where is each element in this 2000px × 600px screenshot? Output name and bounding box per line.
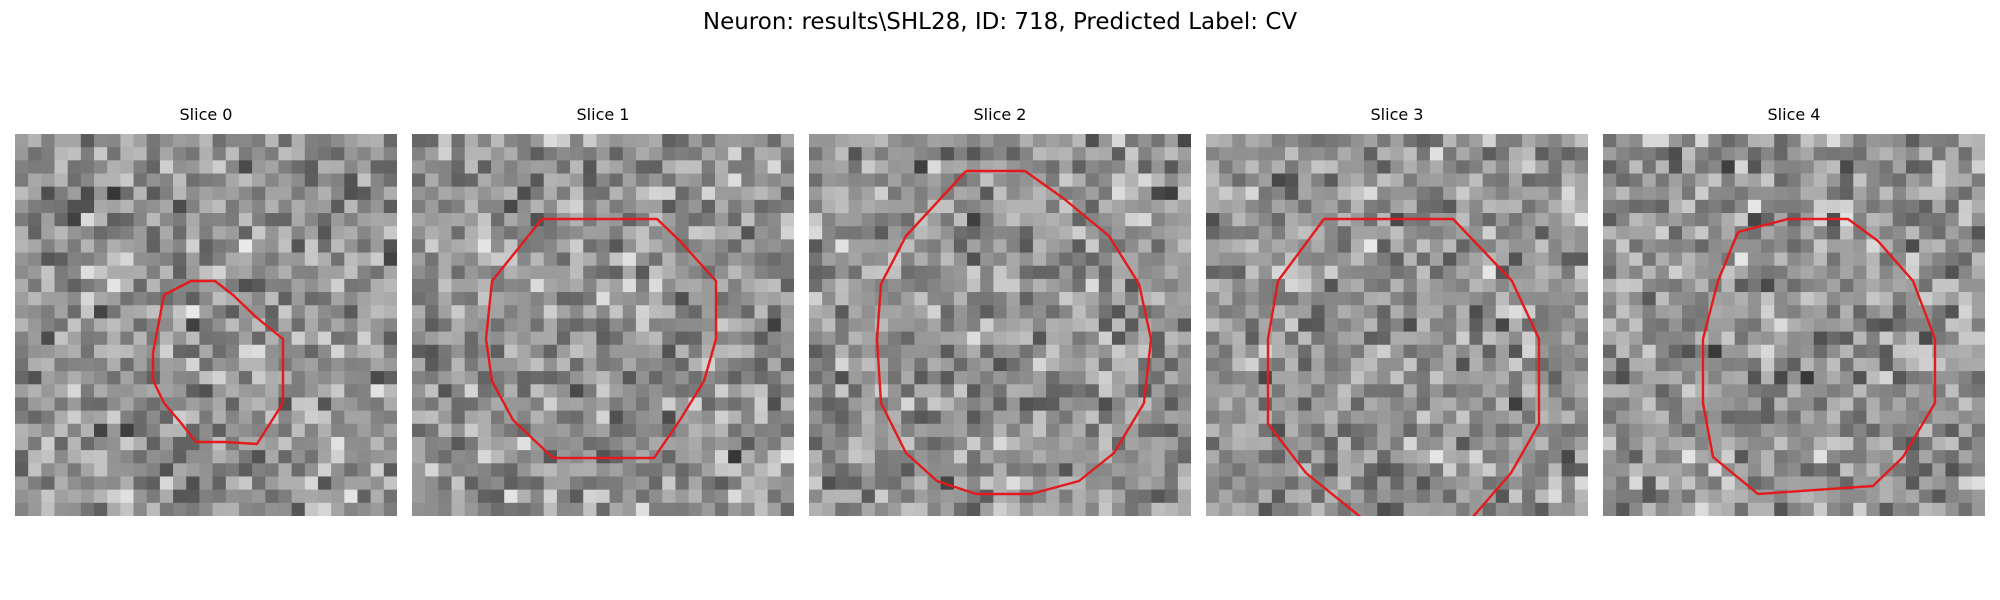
microscopy-pixel-grid — [15, 134, 397, 516]
slice-image-2 — [809, 134, 1191, 516]
slice-title-0: Slice 0 — [15, 104, 397, 126]
slice-image-4 — [1603, 134, 1985, 516]
slice-title-2: Slice 2 — [809, 104, 1191, 126]
microscopy-pixel-grid — [1603, 134, 1985, 516]
slice-title-1: Slice 1 — [412, 104, 794, 126]
figure-title: Neuron: results\SHL28, ID: 718, Predicte… — [0, 6, 2000, 38]
slice-image-3 — [1206, 134, 1588, 516]
slice-panel-2: Slice 2 — [809, 104, 1191, 524]
slice-image-0 — [15, 134, 397, 516]
slice-title-3: Slice 3 — [1206, 104, 1588, 126]
slice-panel-3: Slice 3 — [1206, 104, 1588, 524]
slice-image-1 — [412, 134, 794, 516]
slice-title-4: Slice 4 — [1603, 104, 1985, 126]
slice-panel-1: Slice 1 — [412, 104, 794, 524]
microscopy-pixel-grid — [809, 134, 1191, 516]
microscopy-pixel-grid — [1206, 134, 1588, 516]
slice-panel-0: Slice 0 — [15, 104, 397, 524]
slice-panel-4: Slice 4 — [1603, 104, 1985, 524]
